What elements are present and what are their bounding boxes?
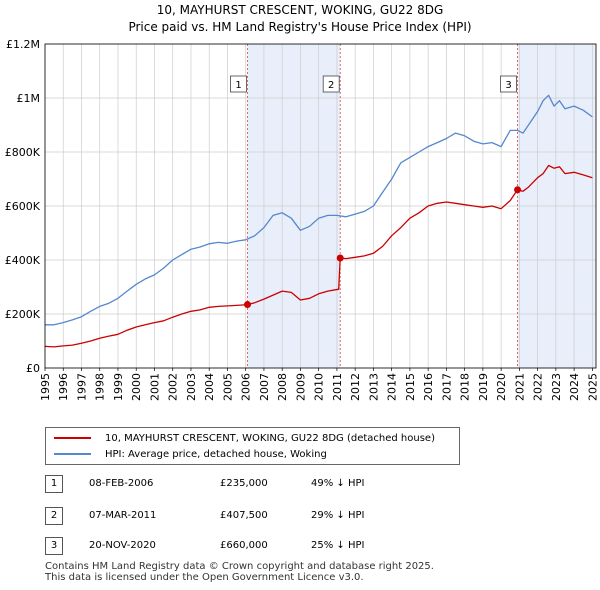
x-tick-label: 1996: [57, 373, 70, 401]
y-tick-label: £600K: [5, 200, 41, 213]
sale-row: 1 08-FEB-2006 £235,000 49% ↓ HPI: [45, 475, 405, 493]
x-tick-label: 2004: [203, 373, 216, 401]
legend-swatch-hpi: [54, 453, 91, 455]
sale-label-box: [322, 75, 340, 93]
x-tick-label: 2009: [294, 373, 307, 401]
x-tick-label: 2023: [550, 373, 563, 401]
x-tick-label: 2021: [513, 373, 526, 401]
sale-price: £660,000: [220, 540, 268, 551]
x-tick-label: 2014: [386, 373, 399, 401]
x-tick-label: 2002: [167, 373, 180, 401]
sale-hpi-diff: 29% ↓ HPI: [311, 510, 365, 521]
x-tick-label: 2019: [477, 373, 490, 401]
sale-hpi-diff: 49% ↓ HPI: [311, 478, 365, 489]
series-line-hpi: [45, 94, 593, 326]
y-tick-label: £1.2M: [6, 38, 40, 51]
x-tick-label: 2007: [258, 373, 271, 401]
x-tick-label: 2016: [422, 373, 435, 401]
x-tick-label: 2018: [459, 373, 472, 401]
footer-attribution: Contains HM Land Registry data © Crown c…: [45, 561, 565, 583]
x-tick-label: 2010: [313, 373, 326, 401]
sale-label-number: 1: [235, 80, 241, 91]
sale-date: 08-FEB-2006: [89, 478, 154, 489]
sale-row: 2 07-MAR-2011 £407,500 29% ↓ HPI: [45, 507, 405, 525]
x-tick-label: 2025: [586, 373, 599, 401]
chart-title: 10, MAYHURST CRESCENT, WOKING, GU22 8DG: [156, 3, 444, 17]
y-tick-label: £400K: [5, 254, 41, 267]
legend-label-property: 10, MAYHURST CRESCENT, WOKING, GU22 8DG …: [105, 432, 435, 444]
x-tick-label: 2017: [440, 373, 453, 401]
x-tick-label: 2003: [185, 373, 198, 401]
sale-row: 3 20-NOV-2020 £660,000 25% ↓ HPI: [45, 537, 405, 555]
chart-title-block: 10, MAYHURST CRESCENT, WOKING, GU22 8DG …: [0, 2, 600, 36]
sale-label-number: 3: [505, 80, 511, 91]
y-tick-label: £200K: [5, 308, 41, 321]
chart-subtitle: Price paid vs. HM Land Registry's House …: [128, 20, 472, 34]
x-tick-label: 2000: [130, 373, 143, 401]
sale-label-box: [230, 75, 247, 93]
footer-line-2: This data is licensed under the Open Gov…: [45, 572, 364, 583]
sale-point: [336, 254, 344, 262]
sale-number: 3: [45, 537, 63, 555]
sale-label-number: 2: [328, 80, 334, 91]
sale-date: 20-NOV-2020: [89, 540, 156, 551]
sale-point: [244, 301, 252, 309]
legend-item-property: 10, MAYHURST CRESCENT, WOKING, GU22 8DG …: [54, 431, 435, 445]
legend-item-hpi: HPI: Average price, detached house, Woki…: [54, 447, 327, 461]
y-tick-label: £0: [26, 362, 40, 375]
x-tick-label: 2006: [240, 373, 253, 401]
x-tick-label: 2012: [349, 373, 362, 401]
footer-line-1: Contains HM Land Registry data © Crown c…: [45, 561, 434, 572]
x-tick-label: 2011: [331, 373, 344, 401]
x-tick-label: 2024: [568, 373, 581, 401]
x-tick-label: 1997: [75, 373, 88, 401]
sale-label-box: [500, 75, 517, 93]
x-tick-label: 2005: [221, 373, 234, 401]
legend-swatch-property: [54, 437, 91, 439]
x-tick-label: 2008: [276, 373, 289, 401]
sale-point: [514, 186, 522, 194]
sale-date: 07-MAR-2011: [89, 510, 157, 521]
x-tick-label: 2001: [148, 373, 161, 401]
plot-frame: [44, 43, 597, 369]
legend-label-hpi: HPI: Average price, detached house, Woki…: [105, 448, 327, 460]
sale-price: £407,500: [220, 510, 268, 521]
sale-hpi-diff: 25% ↓ HPI: [311, 540, 365, 551]
sale-number: 2: [45, 507, 63, 525]
y-tick-label: £800K: [5, 146, 41, 159]
price-chart: 1 2 3 £0 £200K £400K £600K £800K £1M £1.2M 1995 19…: [5, 38, 600, 401]
x-tick-label: 1995: [39, 373, 52, 401]
x-tick-label: 2020: [495, 373, 508, 401]
x-tick-label: 1998: [94, 373, 107, 401]
x-tick-label: 2013: [367, 373, 380, 401]
x-tick-label: 2022: [532, 373, 545, 401]
y-tick-label: £1M: [17, 92, 41, 105]
chart-legend: 10, MAYHURST CRESCENT, WOKING, GU22 8DG …: [45, 427, 460, 465]
x-tick-label: 1999: [112, 373, 125, 401]
x-tick-label: 2015: [404, 373, 417, 401]
sale-number: 1: [45, 475, 63, 493]
sale-price: £235,000: [220, 478, 268, 489]
